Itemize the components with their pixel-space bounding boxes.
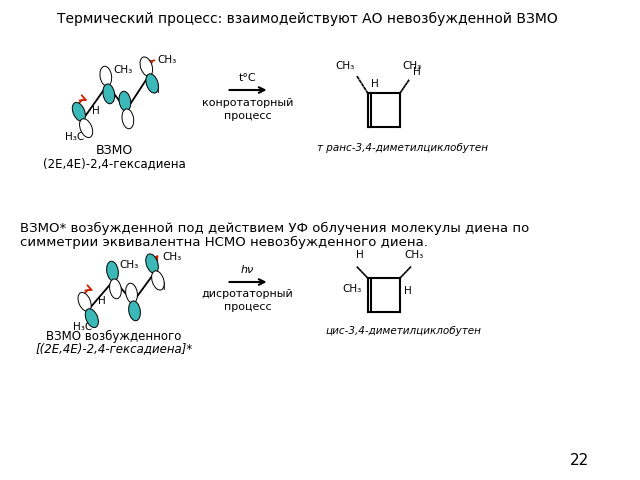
Ellipse shape	[103, 84, 115, 104]
Text: CH₃: CH₃	[335, 61, 355, 71]
Ellipse shape	[146, 254, 158, 273]
Text: hν: hν	[241, 265, 254, 275]
Text: CH₃: CH₃	[120, 260, 139, 270]
Text: H: H	[98, 296, 106, 306]
Ellipse shape	[85, 309, 99, 327]
Ellipse shape	[119, 91, 131, 111]
Ellipse shape	[79, 119, 93, 138]
Text: H: H	[92, 106, 100, 116]
Text: H: H	[158, 282, 166, 292]
Ellipse shape	[152, 271, 164, 290]
Text: дисротаторный: дисротаторный	[202, 289, 293, 299]
Text: (2E,4E)-2,4-гексадиена: (2E,4E)-2,4-гексадиена	[43, 157, 186, 170]
Text: процесс: процесс	[224, 111, 271, 121]
Text: т ранс-3,4-диметилциклобутен: т ранс-3,4-диметилциклобутен	[317, 143, 488, 153]
Ellipse shape	[100, 66, 111, 86]
Ellipse shape	[140, 57, 152, 76]
Text: H₃C: H₃C	[73, 322, 92, 332]
Ellipse shape	[78, 292, 91, 311]
Text: симметрии эквивалентна НСМО невозбужденного диена.: симметрии эквивалентна НСМО невозбужденн…	[20, 236, 428, 249]
Text: H: H	[404, 286, 412, 296]
Text: ВЗМО возбужденного: ВЗМО возбужденного	[46, 330, 182, 343]
Text: H₃C: H₃C	[65, 132, 84, 142]
Text: CH₃: CH₃	[402, 61, 421, 71]
Text: H: H	[413, 67, 421, 77]
Text: Термический процесс: взаимодействуют АО невозбужденной ВЗМО: Термический процесс: взаимодействуют АО …	[57, 12, 558, 26]
Text: CH₃: CH₃	[157, 55, 176, 65]
Text: ВЗМО: ВЗМО	[95, 144, 132, 157]
Ellipse shape	[107, 261, 118, 281]
Text: H: H	[371, 79, 380, 89]
Text: цис-3,4-диметилциклобутен: цис-3,4-диметилциклобутен	[325, 326, 481, 336]
Text: ВЗМО* возбужденной под действием УФ облучения молекулы диена по: ВЗМО* возбужденной под действием УФ облу…	[20, 222, 529, 235]
Ellipse shape	[146, 74, 159, 93]
Text: H: H	[356, 250, 364, 260]
Ellipse shape	[122, 109, 134, 129]
Text: [(2E,4E)-2,4-гексадиена]*: [(2E,4E)-2,4-гексадиена]*	[35, 342, 193, 355]
Text: конротаторный: конротаторный	[202, 98, 293, 108]
Text: CH₃: CH₃	[163, 252, 182, 262]
Text: процесс: процесс	[224, 302, 271, 312]
Ellipse shape	[72, 102, 85, 121]
Text: CH₃: CH₃	[404, 250, 423, 260]
Ellipse shape	[109, 279, 122, 299]
Text: CH₃: CH₃	[113, 65, 132, 75]
Text: CH₃: CH₃	[342, 284, 362, 294]
Text: H: H	[152, 85, 160, 95]
Text: t°C: t°C	[239, 73, 256, 83]
Text: 22: 22	[570, 453, 589, 468]
Ellipse shape	[125, 283, 138, 303]
Ellipse shape	[129, 301, 140, 321]
